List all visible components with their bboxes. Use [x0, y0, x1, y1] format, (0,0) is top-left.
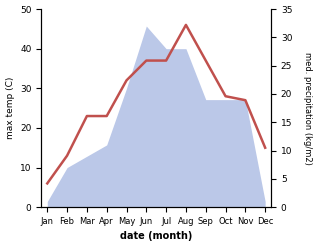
- Y-axis label: max temp (C): max temp (C): [5, 77, 15, 139]
- X-axis label: date (month): date (month): [120, 231, 192, 242]
- Y-axis label: med. precipitation (kg/m2): med. precipitation (kg/m2): [303, 52, 313, 165]
